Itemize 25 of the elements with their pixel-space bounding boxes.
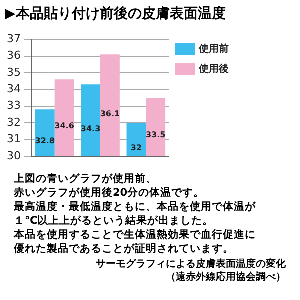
text: （遠赤外線応用協会調べ） [165, 271, 286, 284]
y-tick-label: 35 [6, 66, 21, 79]
data-label: 32.8 [35, 136, 55, 146]
data-label: 34.3 [80, 124, 101, 134]
chart-title: ▶本品貼り付け前後の皮膚表面温度 [5, 5, 226, 23]
text: １℃以上上がるという結果が出ました。 [14, 214, 215, 228]
data-label: 34.6 [54, 122, 74, 131]
y-tick-label: 34 [6, 82, 21, 96]
y-tick-label: 33 [6, 99, 21, 112]
y-tick-label: 36 [6, 49, 21, 62]
legend-label: 使用前 [199, 42, 229, 56]
text: 優れた製品であることが証明されています。 [14, 242, 235, 256]
data-label: 32 [130, 143, 142, 152]
y-tick-label: 32 [6, 116, 21, 129]
data-label: 33.5 [146, 130, 166, 140]
y-tick-label: 37 [6, 32, 21, 46]
text: サーモグラフィによる皮膚表面温度の変化 [96, 258, 286, 271]
y-tick-label: 31 [6, 132, 21, 146]
text: 上図の青いグラフが使用前、 [14, 172, 158, 186]
data-label: 36.1 [100, 109, 120, 118]
text: 最高温度・最低温度ともに、本品を使用で体温が [14, 200, 256, 214]
text: 本品を使用することで生体温熱効果で血行促進に [14, 228, 256, 242]
y-tick-label: 30 [6, 149, 21, 162]
text: 赤いグラフが使用後20分の体温です。 [14, 186, 206, 200]
legend-label: 使用後 [199, 62, 229, 76]
